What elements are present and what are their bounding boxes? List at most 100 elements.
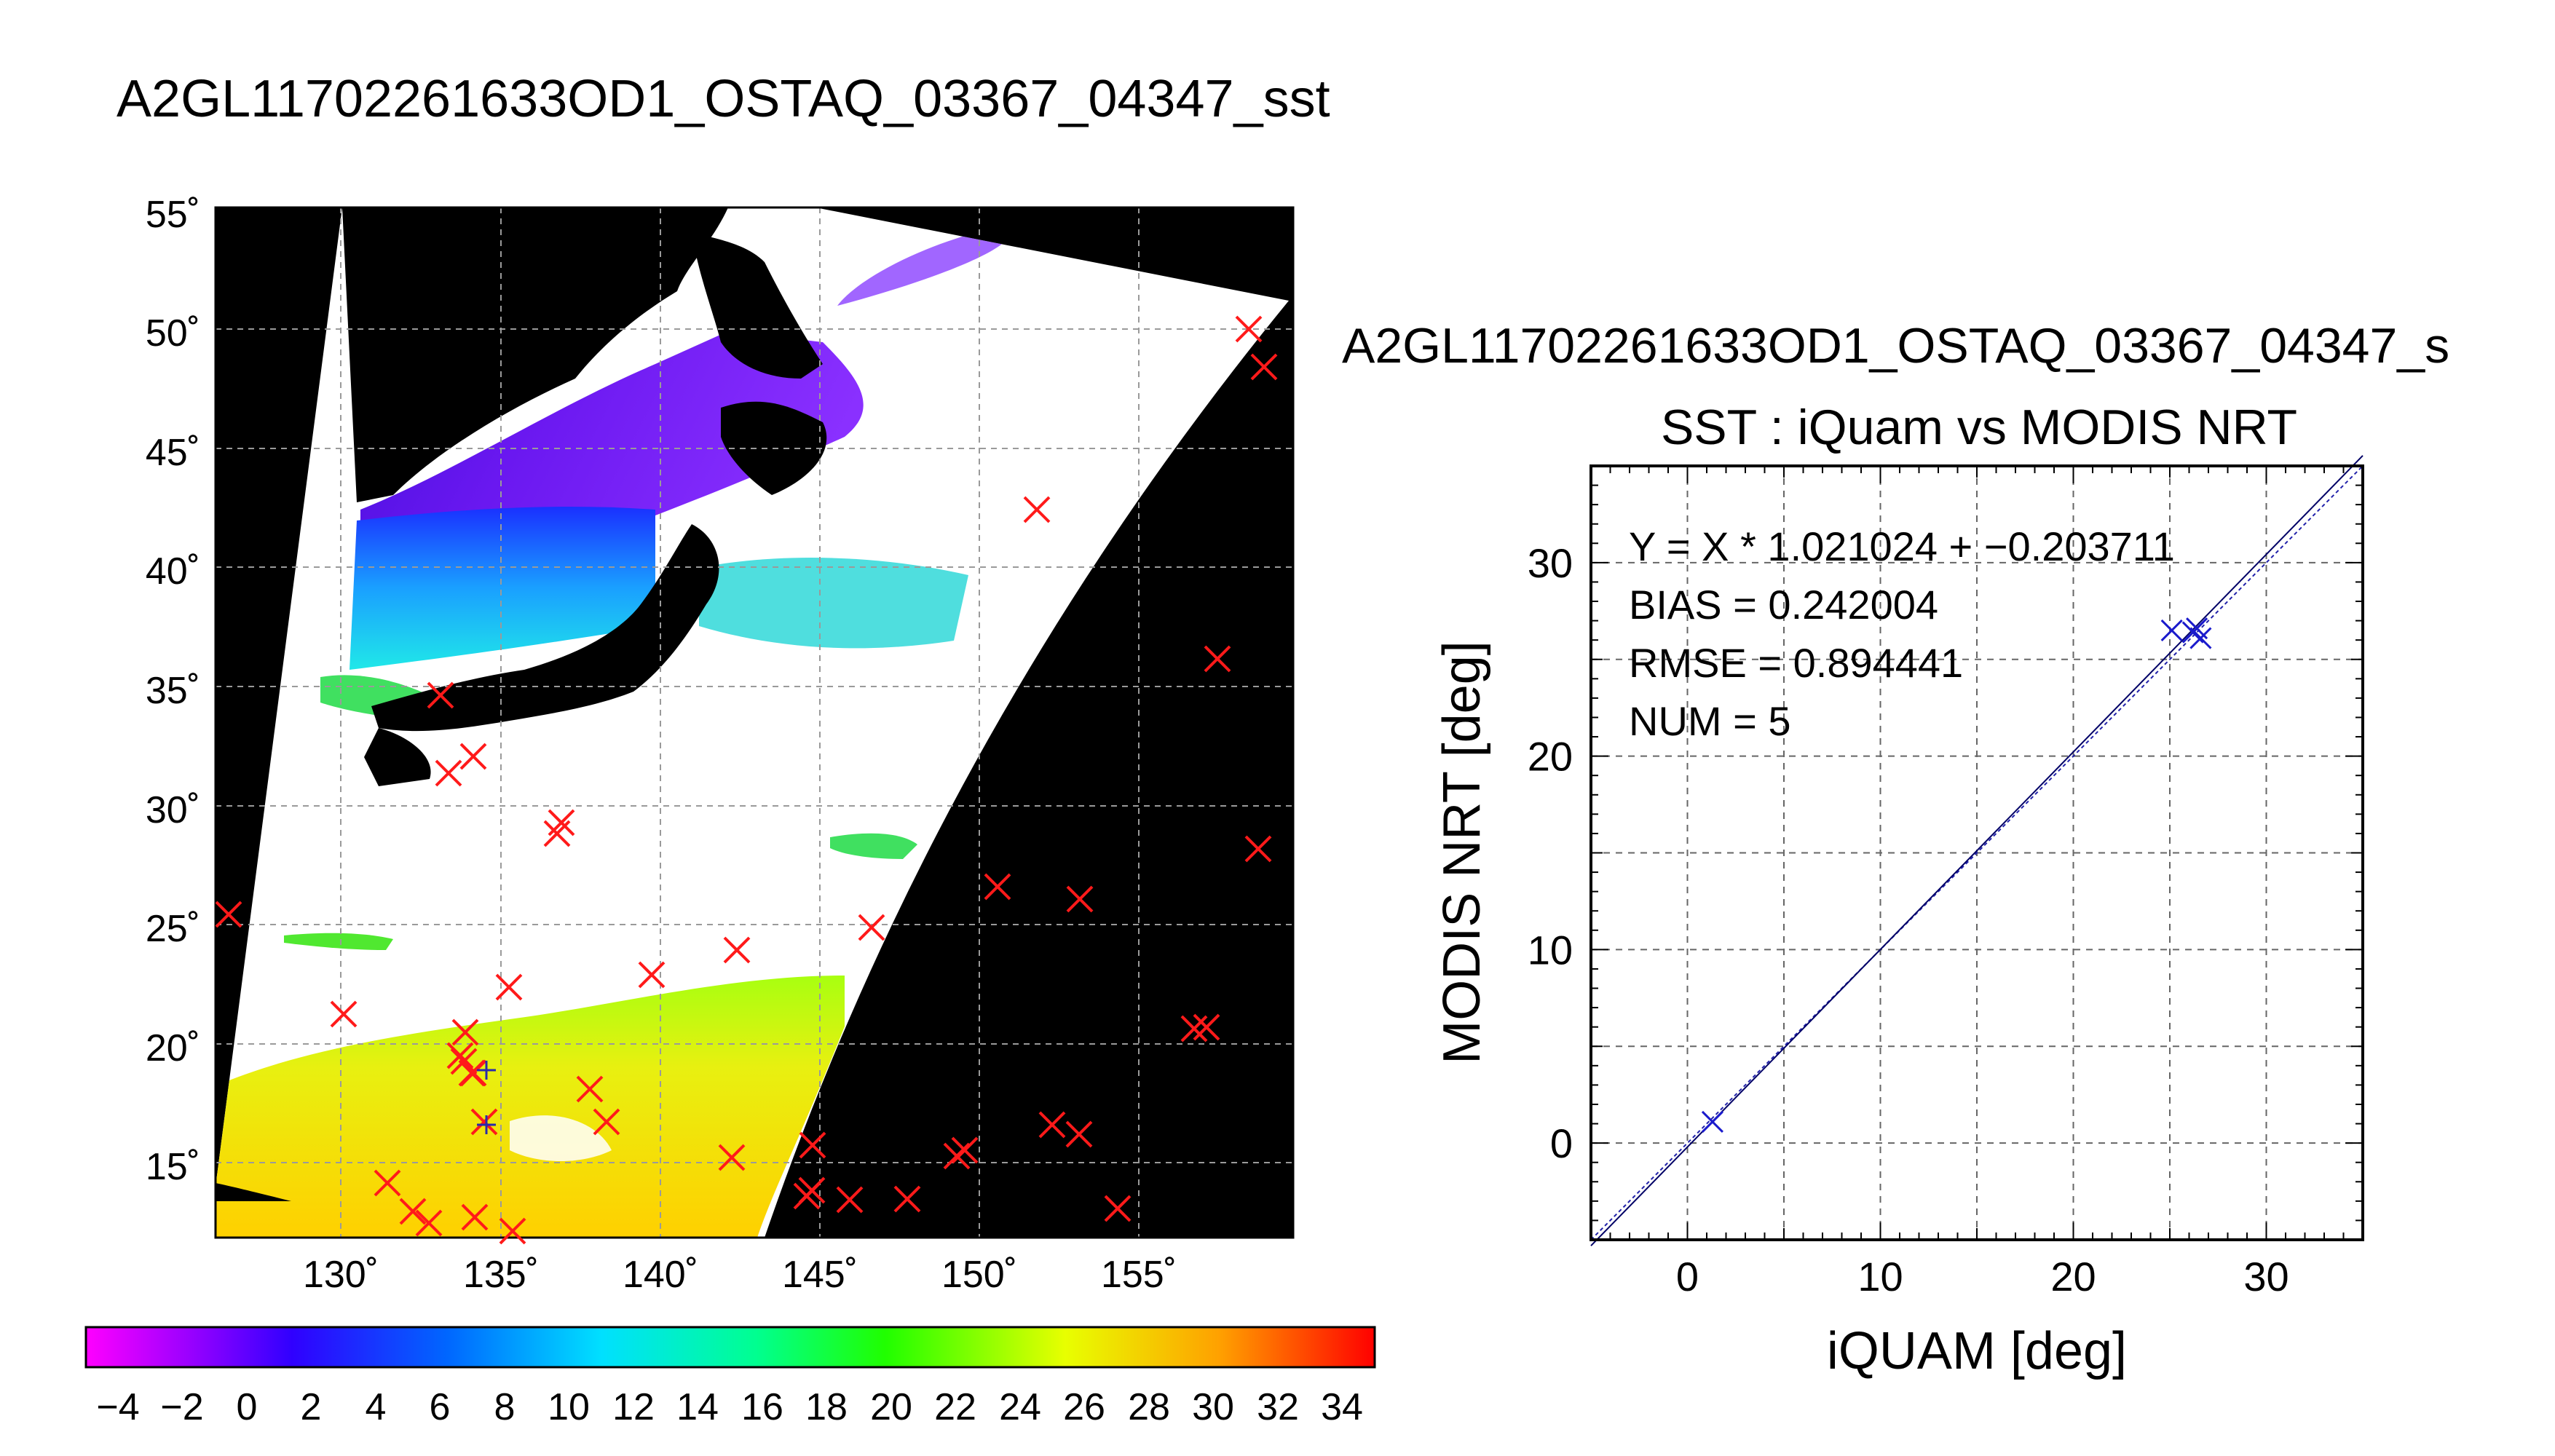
y-tick-label: 10: [1528, 927, 1573, 973]
stats-line: RMSE = 0.894441: [1629, 640, 1963, 686]
colorbar-tick-label: 22: [934, 1386, 976, 1428]
insitu-marker: [495, 973, 523, 1001]
x-tick-label: 30: [2243, 1254, 2289, 1299]
y-axis-label: MODIS NRT [deg]: [1433, 641, 1491, 1064]
sst-band-south: [216, 976, 845, 1238]
insitu-marker: [1250, 353, 1278, 381]
colorbar: −4 −2 0 2 4 6 8 10 12 14 16 18 20 22 24 …: [84, 1326, 1376, 1428]
insitu-marker: [459, 1059, 487, 1087]
insitu-marker: [435, 759, 462, 787]
lon-tick-label: 155˚: [1101, 1254, 1177, 1296]
insitu-marker: [943, 1142, 971, 1170]
colorbar-tick-label: 16: [741, 1386, 783, 1428]
insitu-markers: [215, 315, 1278, 1245]
sst-patch-green-3: [284, 933, 393, 950]
insitu-marker: [399, 1198, 427, 1225]
data-points: [1701, 617, 2212, 1133]
insitu-marker: [858, 914, 885, 941]
stats-line: NUM = 5: [1629, 698, 1791, 744]
data-point: [2181, 621, 2204, 644]
insitu-marker: [1180, 1015, 1208, 1042]
colorbar-tick-label: 14: [676, 1386, 719, 1428]
insitu-marker: [1244, 835, 1272, 863]
colorbar-tick-label: −4: [96, 1386, 139, 1428]
main-title: A2GL11702261633OD1_OSTAQ_03367_04347_sst: [117, 70, 1330, 128]
lon-tick-label: 145˚: [782, 1254, 858, 1296]
lon-tick-label: 135˚: [463, 1254, 539, 1296]
insitu-marker: [1023, 496, 1051, 523]
insitu-marker: [1204, 645, 1231, 673]
matched-marker: [477, 1061, 496, 1080]
insitu-marker: [1235, 315, 1263, 343]
y-tick-label: 30: [1528, 540, 1573, 586]
colorbar-tick-label: 20: [870, 1386, 912, 1428]
insitu-marker: [470, 1108, 498, 1136]
sst-map: 55˚ 50˚ 45˚ 40˚ 35˚ 30˚ 25˚ 20˚ 15˚ 130˚…: [146, 194, 1295, 1296]
insitu-marker: [1104, 1195, 1132, 1222]
colorbar-tick-label: 18: [805, 1386, 848, 1428]
insitu-marker: [576, 1075, 604, 1103]
plot-frame: [1590, 464, 2364, 1241]
insitu-marker: [543, 820, 571, 847]
x-tick-labels: 0 10 20 30: [1676, 1254, 2289, 1299]
lat-tick-label: 25˚: [146, 908, 200, 950]
colorbar-tick-label: 32: [1257, 1386, 1299, 1428]
colorbar-tick-label: 26: [1063, 1386, 1105, 1428]
matched-marker: [477, 1115, 496, 1134]
insitu-marker: [1066, 885, 1094, 913]
chart-title: A2GL11702261633OD1_OSTAQ_03367_04347_s: [1342, 318, 2449, 373]
colorbar-tick-label: 6: [430, 1386, 451, 1428]
colorbar-tick-label: −2: [160, 1386, 203, 1428]
lon-tick-label: 150˚: [941, 1254, 1017, 1296]
colorbar-tick-label: 0: [237, 1386, 258, 1428]
insitu-marker: [451, 1018, 479, 1046]
stats-box: Y = X * 1.021024 + −0.203711 BIAS = 0.24…: [1629, 523, 2175, 744]
colorbar-tick-label: 2: [301, 1386, 322, 1428]
lat-tick-label: 40˚: [146, 550, 200, 593]
insitu-marker: [461, 1203, 489, 1231]
insitu-marker: [446, 1042, 474, 1069]
y-tick-label: 20: [1528, 734, 1573, 780]
colorbar-tick-label: 4: [366, 1386, 387, 1428]
sst-band-mid: [350, 506, 655, 670]
colorbar-tick-label: 8: [494, 1386, 516, 1428]
scatter-panel: A2GL11702261633OD1_OSTAQ_03367_04347_s S…: [1342, 318, 2449, 1380]
stats-line: BIAS = 0.242004: [1629, 582, 1938, 628]
stats-line: Y = X * 1.021024 + −0.203711: [1629, 523, 2175, 569]
insitu-marker: [836, 1186, 864, 1214]
insitu-marker: [499, 1217, 526, 1245]
plot-gridlines: [1591, 466, 2363, 1240]
sst-patch-green-2: [830, 833, 917, 859]
y-tick-labels: 0 10 20 30: [1528, 540, 1573, 1166]
insitu-marker: [798, 1176, 826, 1204]
insitu-marker: [799, 1131, 826, 1159]
colorbar-gradient: [84, 1326, 1376, 1369]
insitu-marker: [415, 1209, 443, 1237]
lat-tick-label: 30˚: [146, 789, 200, 831]
lat-tick-labels: 55˚ 50˚ 45˚ 40˚ 35˚ 30˚ 25˚ 20˚ 15˚: [146, 194, 200, 1188]
data-point: [2160, 619, 2183, 641]
chart-subtitle: SST : iQuam vs MODIS NRT: [1661, 400, 2297, 455]
insitu-marker: [1038, 1111, 1066, 1139]
lon-tick-label: 140˚: [623, 1254, 698, 1296]
lon-tick-labels: 130˚ 135˚ 140˚ 145˚ 150˚ 155˚: [303, 1254, 1177, 1296]
map-gridlines: [216, 207, 1293, 1238]
insitu-marker: [427, 681, 454, 709]
identity-line: [1590, 465, 2364, 1241]
colorbar-tick-label: 10: [548, 1386, 590, 1428]
x-tick-label: 0: [1676, 1254, 1699, 1299]
insitu-marker: [951, 1136, 979, 1164]
insitu-marker: [593, 1108, 620, 1136]
lon-tick-label: 130˚: [303, 1254, 379, 1296]
x-tick-label: 10: [1857, 1254, 1903, 1299]
lat-tick-label: 45˚: [146, 432, 200, 474]
lat-tick-label: 35˚: [146, 670, 200, 712]
insitu-marker: [1065, 1120, 1093, 1148]
colorbar-tick-labels: −4 −2 0 2 4 6 8 10 12 14 16 18 20 22 24 …: [96, 1386, 1363, 1428]
data-point: [1701, 1110, 1724, 1133]
colorbar-tick-label: 30: [1192, 1386, 1234, 1428]
insitu-marker: [374, 1169, 401, 1197]
insitu-marker: [330, 1000, 358, 1028]
lat-tick-label: 15˚: [146, 1146, 200, 1188]
